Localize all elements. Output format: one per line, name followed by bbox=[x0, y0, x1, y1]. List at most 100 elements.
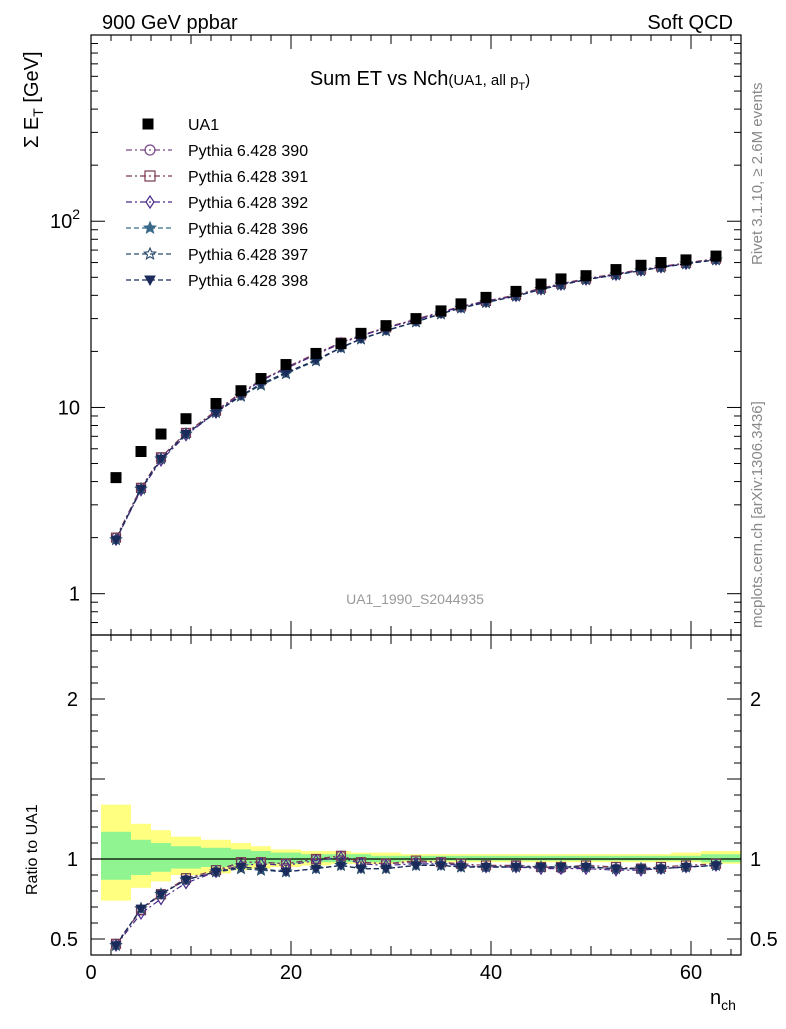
legend-label: Pythia 6.428 397 bbox=[188, 247, 308, 264]
ratio-lines-layer bbox=[109, 850, 723, 953]
chart-title-main: Sum ET vs Nch bbox=[310, 68, 449, 90]
ratio-band-green bbox=[301, 854, 331, 863]
data-point bbox=[135, 446, 147, 458]
ratio-band-green bbox=[101, 831, 131, 880]
mc-marker bbox=[310, 864, 322, 875]
mc-marker bbox=[144, 170, 156, 182]
legend-label: Pythia 6.428 390 bbox=[188, 143, 308, 160]
ratio-band-green bbox=[171, 846, 201, 869]
data-point bbox=[110, 472, 122, 484]
mc-marker bbox=[135, 484, 147, 495]
y-axis-label-main: Σ E bbox=[21, 117, 43, 148]
header-right: Soft QCD bbox=[647, 12, 733, 34]
legend-label: Pythia 6.428 391 bbox=[188, 169, 308, 186]
data-point bbox=[635, 259, 647, 271]
mc-marker bbox=[144, 275, 156, 287]
legend: UA1 Pythia 6.428 390 Pythia 6.428 391 Pythi… bbox=[126, 117, 308, 290]
data-point bbox=[680, 254, 692, 266]
data-point bbox=[455, 298, 467, 310]
mc-marker bbox=[142, 246, 158, 261]
data-point bbox=[655, 257, 667, 269]
mc-marker bbox=[655, 864, 667, 875]
mc-marker bbox=[110, 941, 122, 951]
mc-marker bbox=[144, 144, 156, 156]
mc-marker bbox=[210, 867, 222, 878]
data-point bbox=[255, 373, 267, 385]
y-tick-label-ratio-right: 0.5 bbox=[750, 929, 778, 951]
mc-line-ratio bbox=[115, 864, 717, 946]
ratio-band-green bbox=[671, 855, 701, 861]
data-point bbox=[210, 398, 222, 410]
chart-title: Sum ET vs Nch(UA1, all pT) bbox=[310, 68, 530, 93]
rivet-label: Rivet 3.1.10, ≥ 2.6M events bbox=[749, 83, 766, 266]
legend-label: Pythia 6.428 392 bbox=[188, 195, 308, 212]
y-tick-label-exponent: 2 bbox=[72, 206, 80, 222]
x-axis-label-sub: ch bbox=[721, 997, 736, 1013]
ratio-band-green bbox=[551, 855, 571, 861]
mc-marker bbox=[380, 864, 392, 875]
mc-marker bbox=[135, 904, 147, 915]
y-axis-label-sub: T bbox=[30, 108, 46, 117]
data-point bbox=[410, 313, 422, 325]
header-left: 900 GeV ppbar bbox=[102, 12, 238, 34]
data-point bbox=[355, 327, 367, 339]
mc-marker bbox=[635, 864, 647, 875]
chart-title-sub: (UA1, all p bbox=[448, 72, 518, 89]
ratio-band-green bbox=[151, 843, 171, 872]
data-point bbox=[180, 413, 192, 425]
y-tick-label-ratio-right: 2 bbox=[750, 689, 761, 711]
ratio-band-green bbox=[331, 854, 351, 863]
data-point bbox=[235, 385, 247, 397]
mc-line-main bbox=[115, 258, 717, 540]
ratio-band-green bbox=[701, 854, 741, 863]
legend-marker-data bbox=[142, 118, 154, 130]
mc-marker bbox=[580, 863, 592, 873]
y-tick-label-ratio: 0.5 bbox=[50, 929, 78, 951]
data-point bbox=[335, 338, 347, 350]
mcplots-label: mcplots.cern.ch [arXiv:1306.3436] bbox=[749, 401, 766, 628]
mc-marker bbox=[110, 535, 122, 546]
data-point bbox=[280, 359, 292, 371]
ratio-band-green bbox=[471, 855, 501, 861]
data-point bbox=[535, 278, 547, 290]
mc-marker bbox=[535, 863, 547, 873]
data-point bbox=[380, 320, 392, 332]
mc-marker bbox=[180, 875, 192, 886]
y-tick-label-ratio: 1 bbox=[67, 849, 78, 871]
mc-marker bbox=[145, 194, 155, 210]
analysis-watermark: UA1_1990_S2044935 bbox=[346, 591, 484, 607]
mc-line-ratio bbox=[115, 864, 717, 946]
mc-marker bbox=[355, 864, 367, 875]
data-point bbox=[610, 264, 622, 276]
y-tick-label-main: 102 bbox=[50, 206, 80, 233]
ratio-band-green bbox=[531, 855, 551, 861]
data-point bbox=[555, 273, 567, 285]
y-tick-label-main: 10 bbox=[58, 397, 80, 419]
mc-marker bbox=[410, 861, 422, 871]
mc-marker bbox=[180, 430, 192, 440]
chart-title-sub-index: T bbox=[518, 81, 525, 93]
mc-marker bbox=[142, 220, 158, 235]
mc-marker bbox=[610, 864, 622, 875]
data-point bbox=[580, 270, 592, 282]
mc-line-main bbox=[115, 258, 717, 538]
mc-marker bbox=[455, 863, 467, 873]
y-axis-label: Σ ET [GeV] bbox=[21, 51, 46, 148]
y-tick-label-ratio-right: 1 bbox=[750, 849, 761, 871]
x-tick-label: 60 bbox=[680, 962, 702, 984]
x-tick-label: 0 bbox=[85, 962, 96, 984]
ratio-band-green bbox=[131, 839, 151, 875]
mc-marker bbox=[280, 867, 292, 878]
ratio-frame bbox=[90, 634, 742, 956]
mc-marker bbox=[155, 454, 167, 465]
data-point bbox=[480, 291, 492, 303]
mc-marker bbox=[710, 861, 722, 871]
mc-marker bbox=[680, 863, 692, 873]
data-point bbox=[510, 285, 522, 297]
mc-marker bbox=[155, 890, 167, 900]
mc-line-main bbox=[115, 259, 717, 540]
chart-title-sub-close: ) bbox=[525, 72, 530, 89]
mc-marker bbox=[555, 863, 567, 873]
